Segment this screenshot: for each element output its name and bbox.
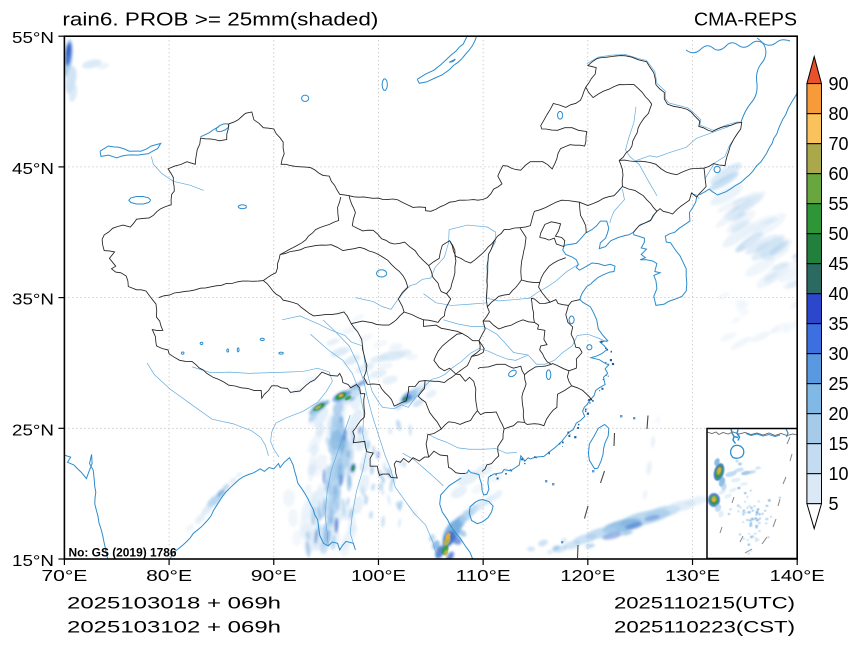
svg-text:rain6. PROB >= 25mm(shaded): rain6. PROB >= 25mm(shaded)	[62, 10, 378, 30]
svg-text:140°E: 140°E	[770, 568, 825, 585]
svg-text:70°E: 70°E	[41, 568, 87, 585]
svg-text:55°N: 55°N	[12, 30, 54, 47]
svg-text:80°E: 80°E	[146, 568, 192, 585]
svg-text:CMA-REPS: CMA-REPS	[694, 10, 797, 30]
svg-text:45°N: 45°N	[12, 161, 54, 178]
svg-text:2025103018 + 069h: 2025103018 + 069h	[67, 594, 281, 613]
svg-text:45: 45	[829, 254, 849, 274]
svg-text:35: 35	[829, 314, 849, 334]
svg-text:40: 40	[829, 284, 849, 304]
svg-text:90°E: 90°E	[251, 568, 297, 585]
svg-text:100°E: 100°E	[351, 568, 406, 585]
svg-text:2025110223(CST): 2025110223(CST)	[614, 618, 795, 637]
svg-text:120°E: 120°E	[560, 568, 615, 585]
svg-text:20: 20	[829, 404, 849, 424]
svg-text:15: 15	[829, 434, 849, 454]
svg-text:80: 80	[829, 104, 849, 124]
svg-text:50: 50	[829, 224, 849, 244]
svg-text:15°N: 15°N	[12, 553, 54, 570]
svg-text:No: GS (2019) 1786: No: GS (2019) 1786	[69, 546, 177, 560]
svg-text:55: 55	[829, 194, 849, 214]
svg-text:25: 25	[829, 374, 849, 394]
svg-text:90: 90	[829, 74, 849, 94]
svg-text:35°N: 35°N	[12, 292, 54, 309]
svg-text:2025103102 + 069h: 2025103102 + 069h	[67, 618, 281, 637]
svg-text:110°E: 110°E	[456, 568, 511, 585]
svg-text:25°N: 25°N	[12, 422, 54, 439]
svg-text:70: 70	[829, 134, 849, 154]
svg-text:30: 30	[829, 344, 849, 364]
svg-text:130°E: 130°E	[665, 568, 720, 585]
svg-text:60: 60	[829, 164, 849, 184]
svg-text:2025110215(UTC): 2025110215(UTC)	[614, 594, 795, 613]
svg-text:5: 5	[829, 494, 839, 514]
svg-text:10: 10	[829, 464, 849, 484]
